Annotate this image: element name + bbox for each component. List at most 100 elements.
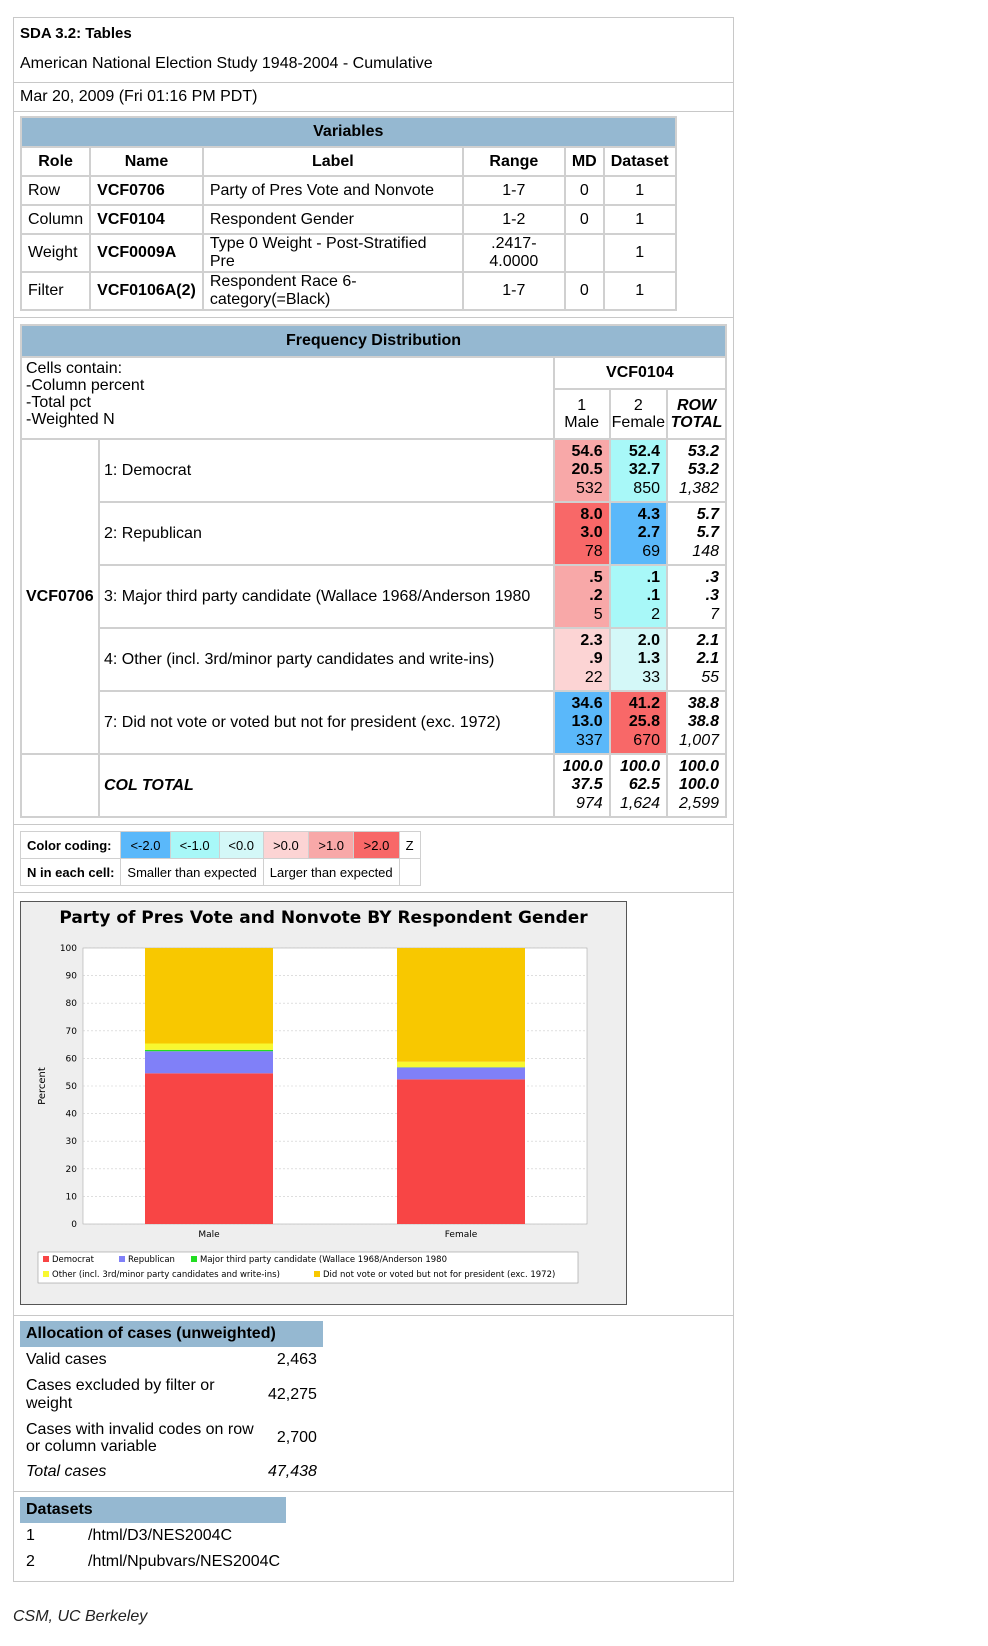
smaller-than-expected: Smaller than expected — [120, 858, 264, 886]
table-row: Column VCF0104 Respondent Gender 1-2 0 1 — [19, 204, 677, 235]
larger-than-expected: Larger than expected — [262, 858, 400, 886]
datasets-table: Datasets 1/html/D3/NES2004C 2/html/Npubva… — [20, 1497, 287, 1575]
weighted-n: 1,382 — [678, 479, 719, 497]
column-label: Female — [611, 414, 665, 431]
female-cell: 4.3 2.7 69 — [608, 501, 669, 566]
table-row: 4: Other (incl. 3rd/minor party candidat… — [21, 627, 727, 692]
variables-cell: 1 — [602, 204, 677, 235]
allocation-section: Allocation of cases (unweighted) Valid c… — [14, 1321, 733, 1492]
variables-cell: 1 — [602, 175, 677, 206]
column-percent: 4.3 — [637, 505, 660, 523]
chart-legend: Democrat Republican Major third party cand… — [37, 1251, 579, 1284]
empty-cell — [20, 753, 100, 818]
total-percent: 32.7 — [628, 461, 660, 479]
variables-cell: 1 — [602, 271, 677, 311]
column-code: 2 — [633, 397, 643, 414]
legend-swatch — [43, 1271, 49, 1277]
column-percent: 54.6 — [571, 442, 603, 460]
weighted-n: 337 — [575, 731, 603, 749]
table-row: Filter VCF0106A(2) Respondent Race 6-categ… — [19, 271, 677, 311]
variables-cell: Row — [19, 175, 92, 206]
allocation-label: Cases excluded by filter or weight — [26, 1377, 215, 1412]
col-total-label: COL TOTAL — [98, 753, 555, 818]
variables-cell: 0 — [563, 175, 605, 206]
weighted-n: 974 — [575, 794, 603, 812]
y-tick-label: 30 — [66, 1137, 78, 1147]
allocation-value: 2,700 — [276, 1429, 317, 1446]
chart-container: Party of Pres Vote and Nonvote BY Respon… — [20, 901, 627, 1305]
column-variable-name: VCF0104 — [552, 356, 728, 390]
report: SDA 3.2: Tables American National Electi… — [13, 17, 734, 1582]
variables-header: Dataset — [602, 146, 677, 177]
female-cell: 41.2 25.8 670 — [608, 690, 669, 755]
variables-cell: 1 — [602, 233, 677, 273]
variables-cell: VCF0106A(2) — [89, 271, 204, 311]
legend-entry: Did not vote or voted but not for presid… — [323, 1270, 555, 1280]
bar-segment — [145, 1073, 273, 1224]
table-row: 2: Republican 8.0 3.0 78 4.3 2.7 69 5.7 5.7 148 — [21, 501, 727, 566]
total-percent: 100.0 — [678, 776, 719, 794]
row-total-head: ROW TOTAL — [666, 388, 727, 440]
total-percent: 20.5 — [571, 461, 603, 479]
total-percent: .3 — [705, 587, 719, 605]
cells-contain-line: -Column percent — [26, 377, 145, 394]
table-row: Weight VCF0009A Type 0 Weight - Post-Strat… — [19, 233, 677, 273]
variables-cell: Column — [19, 204, 92, 235]
cells-contain: Cells contain: -Column percent -Total pct -… — [20, 356, 555, 440]
legend-swatch — [43, 1256, 49, 1262]
row-total-line: TOTAL — [670, 414, 723, 431]
variables-cell: Type 0 Weight - Post-Stratified Pre — [201, 233, 464, 273]
variables-table: Variables Role Name Label Range MD Dataset Row… — [19, 116, 677, 311]
color-swatch: >2.0 — [353, 831, 400, 859]
row-total-cell: 53.2 53.2 1,382 — [666, 438, 727, 503]
study-title: American National Election Study 1948-20… — [20, 55, 433, 72]
row-label: 2: Republican — [98, 501, 555, 566]
y-tick-label: 70 — [66, 1027, 78, 1037]
total-percent: 37.5 — [571, 776, 603, 794]
stacked-bar-chart: Party of Pres Vote and Nonvote BY Respon… — [37, 908, 588, 1284]
row-variable-name: VCF0706 — [20, 438, 100, 755]
cells-contain-line: Cells contain: — [26, 360, 123, 377]
row-label: 7: Did not vote or voted but not for pre… — [98, 690, 555, 755]
x-tick-label: Male — [198, 1230, 220, 1240]
total-percent: 62.5 — [628, 776, 660, 794]
y-tick-label: 80 — [66, 999, 78, 1009]
legend-box — [37, 1251, 579, 1284]
dataset-number: 1 — [26, 1527, 35, 1544]
weighted-n: 1,007 — [678, 731, 719, 749]
allocation-value: 2,463 — [276, 1351, 317, 1368]
frequency-table: Frequency Distribution Cells contain: -Co… — [20, 324, 728, 818]
weighted-n: 670 — [633, 731, 660, 749]
row-total-cell: 5.7 5.7 148 — [666, 501, 727, 566]
row-total-cell: 38.8 38.8 1,007 — [666, 690, 727, 755]
z-label: Z — [398, 831, 421, 859]
column-head: 2 Female — [608, 388, 669, 440]
color-swatch: >1.0 — [308, 831, 355, 859]
y-tick-label: 60 — [66, 1054, 78, 1064]
female-cell: .1.1 2 — [608, 564, 669, 629]
table-row: 2/html/Npubvars/NES2004C — [20, 1549, 286, 1575]
col-total-total: 100.0 100.0 2,599 — [666, 753, 727, 818]
color-swatch: >0.0 — [262, 831, 310, 859]
y-tick-label: 90 — [66, 972, 78, 982]
color-coding-table: Color coding: <-2.0 <-1.0 <0.0 >0.0 >1.0 >2.0… — [19, 831, 421, 886]
column-percent: 53.2 — [687, 442, 719, 460]
total-percent: 2.1 — [696, 650, 719, 668]
table-row: Cases excluded by filter or weight 42,275 — [20, 1373, 323, 1417]
dataset-path: /html/Npubvars/NES2004C — [88, 1553, 281, 1570]
total-percent: 25.8 — [628, 713, 660, 731]
total-percent: 3.0 — [580, 524, 603, 542]
column-percent: .3 — [705, 568, 719, 586]
table-row: Cases with invalid codes on row or colum… — [20, 1417, 323, 1459]
col-total-male: 100.0 37.5 974 — [552, 753, 611, 818]
row-total-line: ROW — [676, 397, 717, 414]
allocation-total-label: Total cases — [26, 1463, 107, 1480]
male-cell: 34.6 13.0 337 — [552, 690, 611, 755]
datasets-section: Datasets 1/html/D3/NES2004C 2/html/Npubva… — [14, 1497, 733, 1575]
weighted-n: 148 — [692, 542, 719, 560]
variables-cell: .2417-4.0000 — [461, 233, 566, 273]
variables-caption: Variables — [20, 116, 677, 148]
weighted-n: 532 — [575, 479, 603, 497]
column-percent: 5.7 — [696, 505, 719, 523]
column-percent: 2.0 — [637, 631, 660, 649]
